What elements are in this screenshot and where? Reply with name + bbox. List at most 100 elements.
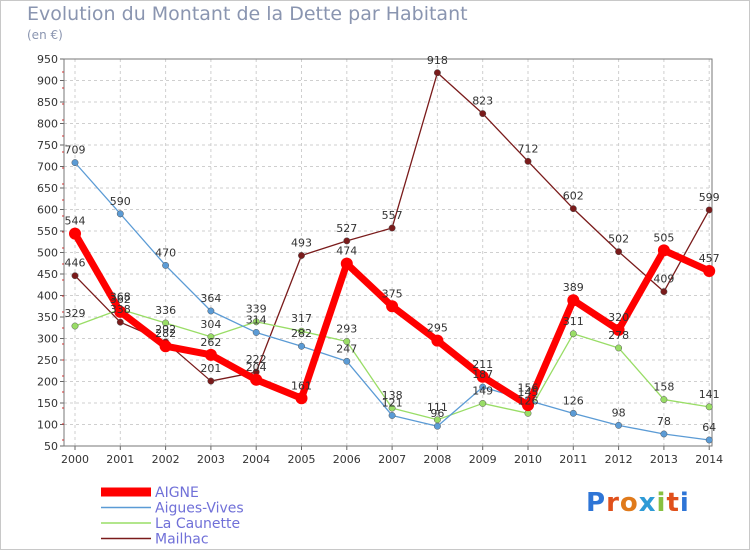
grid [64, 58, 712, 447]
brand-letter: r [606, 488, 620, 518]
data-point [71, 322, 79, 330]
y-tick-label: 800 [37, 118, 58, 131]
data-point [479, 383, 487, 391]
data-label: 161 [291, 379, 312, 392]
data-label: 292 [155, 323, 176, 336]
x-tick-label: 2007 [378, 453, 406, 466]
data-point [657, 244, 670, 257]
data-label: 368 [110, 290, 131, 303]
data-label: 375 [382, 287, 403, 300]
legend-label: La Caunette [155, 516, 240, 532]
data-point [250, 373, 263, 386]
data-label: 293 [336, 323, 357, 336]
data-label: 204 [246, 361, 267, 374]
data-point [705, 403, 713, 411]
data-label: 201 [200, 362, 221, 375]
data-point [114, 305, 127, 318]
data-label: 145 [518, 386, 539, 399]
data-label: 314 [246, 313, 267, 326]
x-tick-label: 2008 [423, 453, 451, 466]
data-label: 121 [382, 396, 403, 409]
data-point [615, 421, 623, 429]
data-label: 304 [200, 318, 221, 331]
y-tick-label: 550 [37, 225, 58, 238]
data-point [207, 377, 215, 385]
y-tick-label: 250 [37, 354, 58, 367]
data-label: 282 [155, 327, 176, 340]
y-tick-label: 400 [37, 290, 58, 303]
axes: 50 100 150 200 250 300 350 400 450 500 550 600 650 70… [37, 53, 723, 466]
data-label: 187 [472, 368, 493, 381]
data-point [615, 344, 623, 352]
data-point [343, 237, 351, 245]
data-point [703, 264, 716, 277]
data-label: 158 [653, 381, 674, 394]
data-label: 64 [702, 421, 716, 434]
data-point [388, 404, 396, 412]
data-point [298, 327, 305, 335]
data-label: 502 [608, 233, 629, 246]
data-label: 362 [110, 293, 131, 306]
data-label: 544 [65, 215, 86, 228]
data-label: 211 [472, 358, 493, 371]
y-tick-label: 200 [37, 376, 58, 389]
brand-letter: o [619, 488, 639, 518]
data-label: 156 [518, 381, 539, 394]
brand-letter: i [679, 488, 690, 518]
data-label: 470 [155, 246, 176, 259]
data-point [386, 300, 399, 313]
data-label: 918 [427, 54, 448, 67]
x-tick-label: 2010 [514, 453, 542, 466]
data-label: 446 [65, 257, 86, 270]
legend-label: Aigues-Vives [155, 501, 244, 517]
y-tick-label: 350 [37, 311, 58, 324]
y-tick-label: 150 [37, 397, 58, 410]
data-point [343, 338, 351, 345]
data-point [162, 319, 170, 327]
data-label: 338 [110, 303, 131, 316]
y-tick-label: 750 [37, 139, 58, 152]
data-point [71, 159, 79, 167]
data-point [569, 330, 577, 338]
x-tick-label: 2013 [650, 453, 678, 466]
y-tick-label: 650 [37, 182, 58, 195]
data-point [433, 422, 441, 430]
data-label: 599 [699, 191, 720, 204]
data-point [388, 224, 396, 232]
x-tick-label: 2012 [605, 453, 633, 466]
data-labels: 446 338 292 201 222 493 527 557 918 823 712 602 502 4… [65, 54, 720, 434]
data-point [162, 261, 170, 269]
data-point [569, 205, 577, 213]
y-tick-label: 900 [37, 75, 58, 88]
plot-area [63, 58, 713, 447]
x-tick-label: 2000 [61, 453, 89, 466]
brand-letter: x [638, 488, 657, 518]
data-point [207, 307, 215, 315]
data-label: 474 [336, 245, 357, 258]
data-label: 78 [657, 415, 671, 428]
data-point [705, 436, 713, 444]
data-point [476, 370, 489, 383]
chart-unit: (en €) [27, 28, 63, 42]
x-tick-label: 2005 [288, 453, 316, 466]
data-label: 278 [608, 329, 629, 342]
data-label: 339 [246, 303, 267, 316]
data-label: 295 [427, 322, 448, 335]
data-label: 329 [65, 307, 86, 320]
data-label: 126 [563, 394, 584, 407]
data-point [252, 318, 260, 326]
data-point [298, 342, 305, 350]
data-label: 364 [200, 292, 221, 305]
data-point [69, 227, 81, 240]
data-label: 709 [65, 144, 86, 157]
data-point [479, 399, 487, 407]
brand-letter: P [586, 488, 607, 518]
x-tick-label: 2002 [152, 453, 180, 466]
data-label: 111 [427, 401, 448, 414]
data-label: 602 [563, 190, 584, 203]
data-point [340, 257, 353, 270]
data-label: 149 [472, 384, 493, 397]
x-tick-label: 2004 [242, 453, 270, 466]
